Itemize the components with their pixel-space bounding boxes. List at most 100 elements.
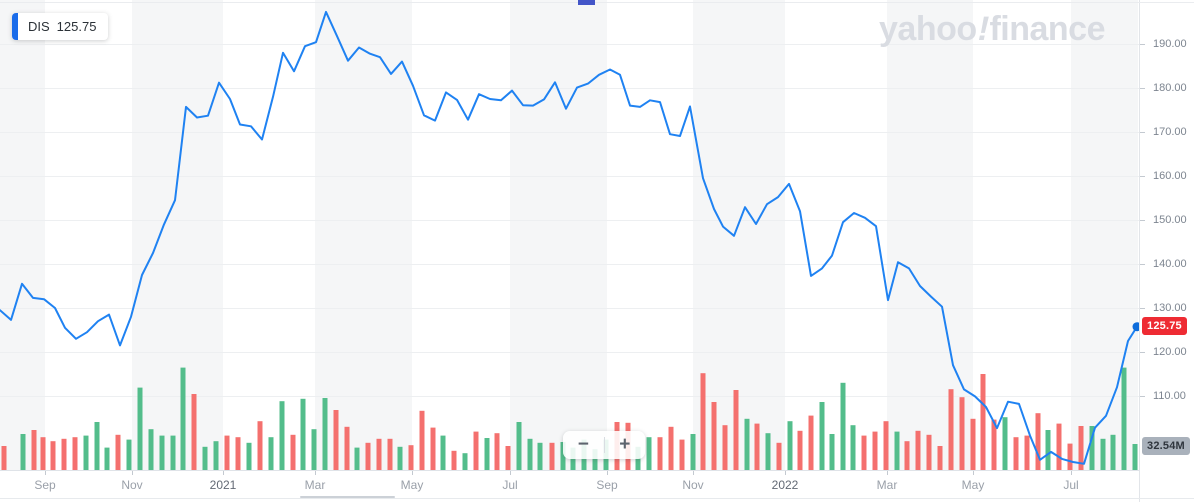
x-tick-mark	[223, 471, 224, 475]
volume-bar	[137, 387, 143, 470]
volume-bar	[937, 446, 943, 470]
volume-bar	[430, 427, 436, 470]
volume-bar	[440, 435, 446, 470]
month-band	[315, 0, 412, 470]
y-axis-label: 110.00	[1153, 390, 1186, 402]
volume-bar	[840, 382, 846, 470]
ticker-accent-bar	[12, 13, 18, 40]
gridline	[0, 308, 1139, 309]
x-tick-mark	[693, 471, 694, 475]
volume-bar	[668, 426, 674, 470]
x-tick-mark	[45, 471, 46, 475]
x-tick-mark	[132, 471, 133, 475]
volume-bar	[115, 434, 121, 470]
y-axis-label: 170.00	[1153, 126, 1187, 138]
y-tick-mark	[1140, 352, 1145, 353]
x-axis-label: May	[961, 478, 985, 492]
volume-bar	[354, 447, 360, 470]
gridline	[0, 396, 1139, 397]
gridline	[0, 220, 1139, 221]
y-axis-label: 160.00	[1153, 170, 1187, 182]
month-band	[132, 0, 223, 470]
x-axis-label: Mar	[876, 478, 898, 492]
volume-bar	[733, 390, 739, 470]
y-tick-mark	[1140, 44, 1145, 45]
volume-bar	[83, 435, 89, 470]
x-axis-label: Jul	[1063, 478, 1079, 492]
top-divider	[0, 2, 1194, 3]
last-volume-badge: 32.54M	[1142, 437, 1190, 455]
volume-bar	[872, 431, 878, 470]
volume-bar	[1132, 444, 1138, 470]
volume-bar	[1045, 430, 1051, 470]
month-band	[510, 0, 607, 470]
price-line	[0, 10, 1138, 465]
volume-bar	[829, 434, 835, 470]
bottom-scroll-indicator[interactable]	[300, 496, 395, 498]
y-tick-mark	[1140, 396, 1145, 397]
volume-bar	[397, 446, 403, 470]
volume-bar	[959, 397, 965, 470]
volume-bar	[462, 453, 468, 470]
volume-bar	[700, 373, 706, 470]
gridline	[0, 352, 1139, 353]
x-axis-label: 2022	[771, 478, 799, 492]
volume-bar	[549, 442, 555, 470]
gridline	[0, 132, 1139, 133]
volume-bar	[235, 437, 241, 470]
x-axis-label: Nov	[682, 478, 704, 492]
volume-bar	[1121, 367, 1127, 470]
volume-bar	[408, 445, 414, 470]
month-shading-layer	[0, 0, 1139, 502]
y-axis-label: 150.00	[1153, 214, 1187, 226]
zoom-in-button[interactable]: +	[605, 431, 646, 459]
gridline	[0, 264, 1139, 265]
chart-plot-area[interactable]	[0, 0, 1139, 502]
watermark-finance: finance	[989, 10, 1105, 48]
volume-bar	[776, 442, 782, 470]
volume-bar	[213, 441, 219, 470]
x-axis-label: Nov	[121, 478, 143, 492]
volume-bar	[1089, 426, 1095, 470]
volume-bar	[344, 426, 350, 470]
volume-bar	[31, 430, 37, 470]
volume-bar	[948, 389, 954, 470]
zoom-out-button[interactable]: −	[563, 431, 604, 459]
volume-bar	[279, 401, 285, 470]
volume-bar	[387, 438, 393, 470]
volume-bar	[1035, 413, 1041, 470]
volume-bar	[537, 442, 543, 470]
y-axis-label: 120.00	[1153, 346, 1187, 358]
x-tick-mark	[607, 471, 608, 475]
month-band	[887, 0, 973, 470]
volume-bar	[894, 431, 900, 470]
volume-bar	[322, 398, 328, 470]
price-axis[interactable]: 125.75 32.54M 190.00 180.00 170.00 160.00 15…	[1139, 0, 1194, 502]
volume-bar	[494, 433, 500, 470]
x-axis-label: Sep	[596, 478, 618, 492]
volume-bar	[246, 442, 252, 470]
y-tick-mark	[1140, 88, 1145, 89]
ticker-tooltip: DIS 125.75	[12, 13, 109, 40]
volume-bar	[257, 421, 263, 470]
volume-bar	[690, 434, 696, 470]
ticker-symbol: DIS	[28, 19, 50, 34]
volume-bar	[711, 402, 717, 470]
volume-bar	[333, 410, 339, 470]
x-tick-mark	[510, 471, 511, 475]
x-tick-mark	[973, 471, 974, 475]
x-axis-label: Mar	[304, 478, 326, 492]
volume-bar	[915, 430, 921, 470]
last-price-dot	[1132, 322, 1139, 332]
volume-bar	[527, 438, 533, 470]
volume-bar	[94, 422, 100, 470]
volume-bar	[1, 446, 7, 470]
y-tick-mark	[1140, 132, 1145, 133]
x-tick-mark	[1071, 471, 1072, 475]
volume-bar	[170, 435, 176, 470]
volume-bar	[980, 374, 986, 470]
volume-bar	[191, 394, 197, 470]
volume-bar	[376, 438, 382, 470]
volume-bar	[61, 438, 67, 470]
